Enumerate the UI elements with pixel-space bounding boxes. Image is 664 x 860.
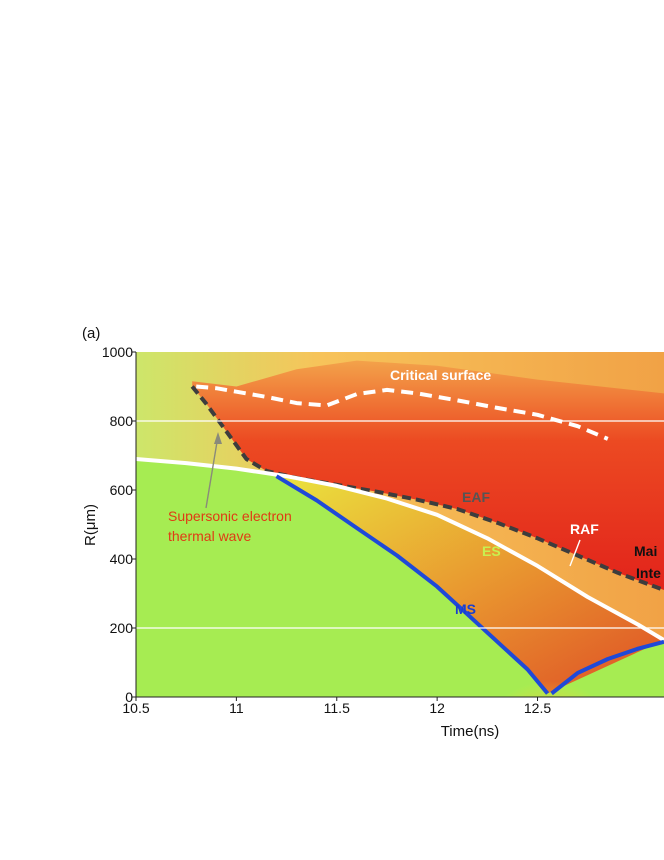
y-tick-label: 0	[125, 689, 133, 705]
series-ms	[275, 474, 550, 695]
y-tick-label: 200	[110, 620, 134, 636]
x-tick-label: 10.5	[122, 700, 149, 716]
series-ms-reflected	[550, 639, 664, 696]
raf-arrow	[569, 539, 581, 567]
x-tick-label: 12.5	[524, 700, 551, 716]
annotations: Critical surface Supersonic electron the…	[168, 367, 661, 617]
x-axis-title: Time(ns)	[441, 723, 500, 740]
supersonic-label-line1: Supersonic electron	[168, 508, 292, 524]
main-label-line2: Inte	[636, 565, 661, 581]
x-tick-label: 11	[229, 700, 244, 716]
y-axis-title: R(μm)	[82, 504, 99, 546]
y-tick-label: 1000	[102, 344, 133, 360]
axes: 10.5 11 11.5 12 12.5 0 200 400 600 800 1000	[102, 344, 664, 716]
y-tick-label: 400	[110, 551, 134, 567]
supersonic-arrow	[205, 435, 219, 509]
series-raf	[136, 457, 664, 642]
y-tick-label: 800	[110, 413, 134, 429]
series-layer	[136, 384, 664, 696]
gridlines	[136, 420, 664, 629]
supersonic-label-line2: thermal wave	[168, 528, 251, 544]
plot-area	[136, 352, 664, 697]
ms-label: MS	[455, 601, 476, 617]
series-eaf	[190, 385, 664, 592]
eaf-label: EAF	[462, 489, 490, 505]
series-critical-surface	[196, 384, 609, 441]
panel-label: (a)	[82, 325, 100, 342]
critical-surface-label: Critical surface	[390, 367, 491, 383]
x-tick-label: 11.5	[324, 700, 350, 716]
raf-label: RAF	[570, 521, 599, 537]
main-label-line1: Mai	[634, 543, 657, 559]
hot-red-region	[192, 360, 664, 590]
es-label: ES	[482, 543, 501, 559]
supersonic-arrow-head	[214, 432, 222, 444]
convergence-hotspot	[479, 617, 620, 697]
y-tick-label: 600	[110, 482, 134, 498]
x-tick-label: 12	[429, 700, 445, 716]
